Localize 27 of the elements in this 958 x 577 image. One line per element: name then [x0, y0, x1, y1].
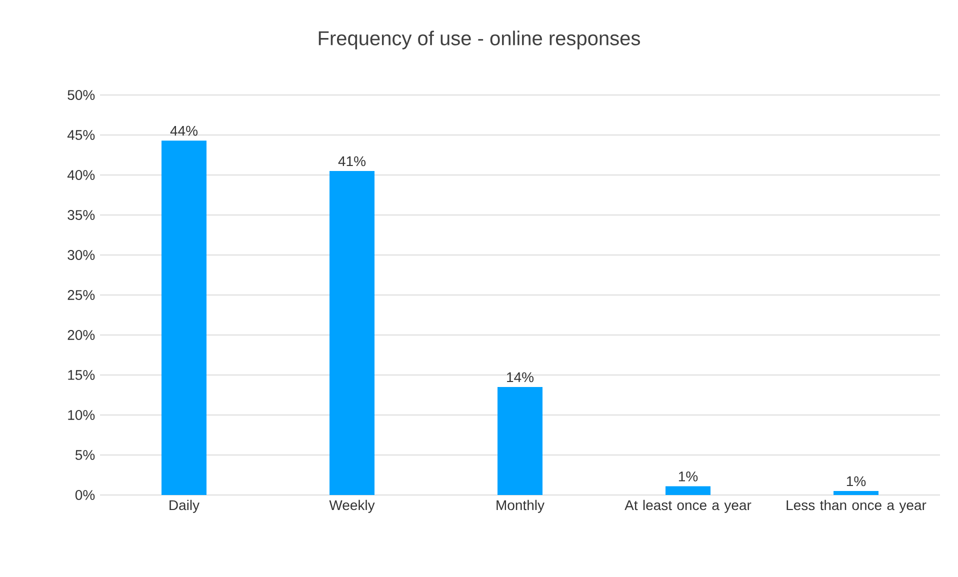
bar — [834, 491, 879, 495]
data-label: 44% — [170, 126, 198, 136]
y-tick-label: 0% — [75, 490, 95, 500]
data-label: 14% — [507, 372, 534, 382]
y-tick-label: 45% — [67, 130, 95, 140]
x-tick-label: Weekly — [329, 500, 375, 513]
y-tick-label: 50% — [68, 90, 95, 100]
data-label: 1% — [846, 476, 866, 486]
x-tick-label: Less than once a year — [786, 500, 926, 513]
x-tick-label: Daily — [170, 500, 200, 513]
x-tick-label: Monthly — [496, 500, 544, 513]
data-label: 41% — [338, 156, 366, 166]
y-tick-label: 30% — [68, 250, 95, 260]
y-tick-label: 5% — [75, 450, 95, 460]
y-tick-label: 35% — [68, 210, 95, 220]
y-tick-label: 25% — [68, 290, 95, 300]
y-tick-label: 20% — [68, 330, 95, 340]
y-tick-label: 15% — [68, 370, 95, 380]
y-tick-label: 10% — [68, 410, 95, 420]
bar — [162, 140, 207, 495]
data-label: 1% — [678, 472, 698, 482]
bar — [666, 486, 711, 495]
chart-title: Frequency of use - online responses — [318, 30, 640, 50]
x-tick-label: At least once a year — [624, 500, 752, 513]
bar — [330, 171, 375, 495]
bar — [498, 387, 543, 495]
y-tick-label: 40% — [67, 170, 95, 180]
